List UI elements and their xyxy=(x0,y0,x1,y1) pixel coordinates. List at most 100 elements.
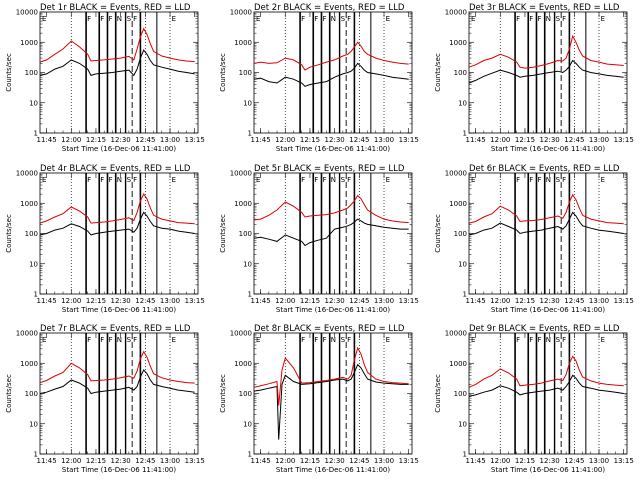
x-tick-label: 13:00 xyxy=(589,297,609,305)
x-tick-label: 12:45 xyxy=(349,136,369,144)
interval-marker-label: E xyxy=(256,176,260,184)
y-tick-label: 100 xyxy=(239,390,252,398)
interval-marker-label: S xyxy=(556,176,561,184)
y-tick-label: 10000 xyxy=(230,170,252,178)
y-tick-label: 10 xyxy=(29,99,38,107)
y-tick-label: 100 xyxy=(25,69,38,77)
x-tick-label: 13:00 xyxy=(374,297,394,305)
panel-title: Det 1r BLACK = Events, RED = LLD xyxy=(40,3,191,13)
plot-frame xyxy=(253,11,413,134)
x-tick-label: 12:00 xyxy=(275,457,295,465)
interval-marker-label: E xyxy=(42,15,46,23)
detector-panel: Det 5r BLACK = Events, RED = LLD Counts/s… xyxy=(219,164,419,314)
y-tick-label: 10 xyxy=(458,260,467,268)
x-tick-label: 13:00 xyxy=(589,457,609,465)
x-tick-label: 13:00 xyxy=(374,136,394,144)
x-tick-label: 13:00 xyxy=(160,136,180,144)
x-tick-label: 13:15 xyxy=(185,457,205,465)
y-tick-label: 1000 xyxy=(234,39,252,47)
y-axis-label: Counts/sec xyxy=(434,53,442,92)
x-tick-label: 11:45 xyxy=(250,297,270,305)
interval-marker-label: F xyxy=(87,336,91,344)
events-series-line xyxy=(468,59,624,84)
y-tick-label: 1000 xyxy=(449,39,467,47)
y-tick-label: 1 xyxy=(34,451,38,459)
x-tick-label: 12:45 xyxy=(135,136,155,144)
panel-title: Det 3r BLACK = Events, RED = LLD xyxy=(469,3,620,13)
y-tick-label: 10 xyxy=(458,420,467,428)
detector-panel: Det 4r BLACK = Events, RED = LLD Counts/s… xyxy=(5,164,205,314)
y-tick-label: 10000 xyxy=(16,170,38,178)
y-tick-label: 100 xyxy=(239,69,252,77)
interval-marker-label: F xyxy=(322,15,326,23)
x-tick-label: 12:45 xyxy=(564,136,584,144)
interval-marker-label: N xyxy=(117,176,122,184)
interval-marker-label: F xyxy=(529,336,533,344)
x-tick-label: 12:45 xyxy=(349,457,369,465)
y-tick-label: 100 xyxy=(25,230,38,238)
interval-marker-label: E xyxy=(386,176,390,184)
interval-marker-label: F xyxy=(562,336,566,344)
y-tick-label: 1 xyxy=(34,130,38,138)
x-tick-label: 12:45 xyxy=(135,297,155,305)
interval-marker-label: S xyxy=(127,176,132,184)
interval-marker-label: E xyxy=(601,15,605,23)
x-tick-label: 12:00 xyxy=(490,136,510,144)
x-tick-label: 12:15 xyxy=(300,457,320,465)
interval-marker-label: E xyxy=(172,336,176,344)
x-tick-label: 12:15 xyxy=(86,136,106,144)
interval-marker-label: N xyxy=(546,336,551,344)
plot-frame xyxy=(253,172,413,295)
interval-marker-label: E xyxy=(172,15,176,23)
x-axis-label: Start Time (16-Dec-06 11:41:00) xyxy=(276,466,390,474)
y-tick-label: 1 xyxy=(463,130,467,138)
interval-marker-label: F xyxy=(322,336,326,344)
y-tick-label: 10 xyxy=(29,260,38,268)
y-tick-label: 1000 xyxy=(234,360,252,368)
x-tick-label: 11:45 xyxy=(36,297,56,305)
interval-marker-label: F xyxy=(537,336,541,344)
x-tick-label: 12:30 xyxy=(111,457,131,465)
events-series-line xyxy=(253,62,409,87)
interval-marker-label: F xyxy=(108,176,112,184)
interval-marker-label: E xyxy=(256,15,260,23)
y-tick-label: 1 xyxy=(34,291,38,299)
lld-series-line xyxy=(468,34,624,69)
y-tick-label: 1 xyxy=(248,130,252,138)
interval-marker-label: F xyxy=(301,176,305,184)
x-tick-label: 12:45 xyxy=(135,457,155,465)
x-tick-label: 12:45 xyxy=(564,457,584,465)
panel-title: Det 4r BLACK = Events, RED = LLD xyxy=(40,164,191,174)
interval-marker-label: F xyxy=(100,176,104,184)
interval-marker-label: F xyxy=(108,15,112,23)
interval-marker-label: F xyxy=(108,336,112,344)
y-tick-label: 10 xyxy=(243,99,252,107)
interval-marker-label: F xyxy=(87,15,91,23)
x-tick-label: 12:00 xyxy=(275,136,295,144)
plot-frame xyxy=(468,172,628,295)
lld-series-line xyxy=(253,194,409,224)
panel-title: Det 9r BLACK = Events, RED = LLD xyxy=(469,324,620,334)
interval-marker-label: N xyxy=(331,176,336,184)
detector-panel: Det 1r BLACK = Events, RED = LLD Counts/s… xyxy=(5,3,205,153)
interval-marker-label: F xyxy=(301,15,305,23)
interval-marker-label: N xyxy=(331,336,336,344)
x-tick-label: 13:00 xyxy=(374,457,394,465)
interval-marker-label: E xyxy=(386,15,390,23)
x-axis-label: Start Time (16-Dec-06 11:41:00) xyxy=(276,145,390,153)
x-tick-label: 11:45 xyxy=(250,136,270,144)
events-series-line xyxy=(468,211,624,236)
interval-marker-label: E xyxy=(386,336,390,344)
y-tick-label: 10000 xyxy=(230,9,252,17)
interval-marker-label: E xyxy=(471,15,475,23)
interval-marker-label: F xyxy=(347,336,351,344)
y-tick-label: 10000 xyxy=(445,170,467,178)
interval-marker-label: N xyxy=(117,15,122,23)
panel-title: Det 7r BLACK = Events, RED = LLD xyxy=(40,324,191,334)
x-axis-label: Start Time (16-Dec-06 11:41:00) xyxy=(62,306,176,314)
events-series-line xyxy=(39,211,195,236)
x-tick-label: 12:30 xyxy=(325,457,345,465)
interval-marker-label: S xyxy=(127,15,132,23)
x-tick-label: 11:45 xyxy=(250,457,270,465)
